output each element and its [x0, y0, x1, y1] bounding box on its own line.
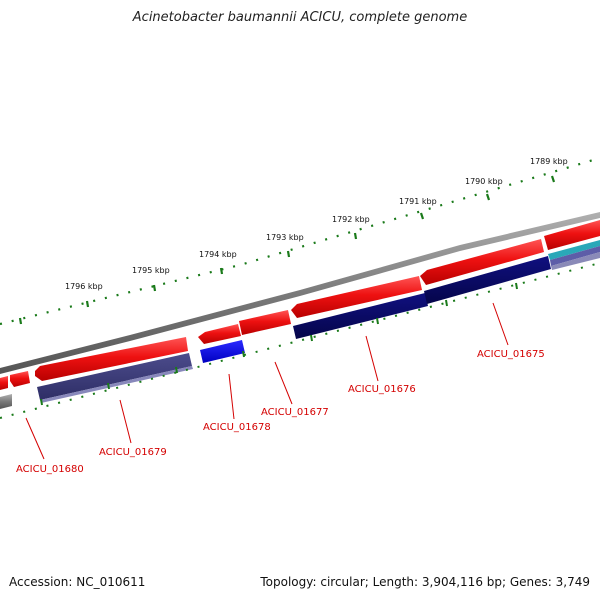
kbp-label: 1790 kbp [465, 177, 503, 186]
gene-arrow-reverse [424, 256, 551, 304]
gene-arrow-forward [198, 324, 241, 344]
leader-lines [25, 302, 509, 460]
kbp-label: 1792 kbp [332, 215, 370, 224]
gene-arrow-reverse [200, 340, 245, 363]
kbp-label: 1791 kbp [399, 197, 437, 206]
gene-label: ACICU_01679 [99, 447, 167, 458]
kbp-label: 1793 kbp [266, 233, 304, 242]
gene-arrow-forward [420, 239, 544, 285]
kbp-label: 1794 kbp [199, 250, 237, 259]
accession-text: Accession: NC_010611 [9, 575, 146, 589]
gene-arrow-forward [291, 276, 422, 318]
gene-arrow-reverse [0, 394, 12, 409]
gene-arrow-reverse [550, 246, 600, 266]
gene-arrow-forward [239, 310, 291, 335]
gene-arrow-forward [10, 371, 30, 387]
gene-arrow-reverse [551, 252, 600, 270]
gene-arrow-forward [35, 337, 188, 381]
reverse-strand-genes [0, 240, 600, 409]
major-ticks-outer [18, 175, 556, 325]
kbp-labels: 1789 kbp 1790 kbp 1791 kbp 1792 kbp 1793… [65, 157, 568, 291]
gene-label: ACICU_01680 [16, 464, 84, 475]
gene-label: ACICU_01677 [261, 407, 329, 418]
backbone-ring [0, 212, 600, 374]
gene-labels: ACICU_01675 ACICU_01676 ACICU_01677 ACIC… [16, 349, 545, 475]
gene-label: ACICU_01678 [203, 422, 271, 433]
gene-arrow-forward [0, 376, 8, 390]
gene-label: ACICU_01676 [348, 384, 416, 395]
gene-label: ACICU_01675 [477, 349, 545, 360]
gene-arrow-reverse [37, 353, 192, 400]
gene-arrow-reverse [293, 293, 428, 339]
gene-arrow-reverse [548, 240, 600, 260]
topology-text: Topology: circular; Length: 3,904,116 bp… [260, 575, 590, 589]
map-title: Acinetobacter baumannii ACICU, complete … [132, 10, 468, 25]
gene-arrow-forward [544, 220, 600, 250]
kbp-label: 1789 kbp [530, 157, 568, 166]
major-ticks-inner [40, 282, 518, 406]
gene-arrow-reverse [40, 366, 193, 403]
kbp-label: 1796 kbp [65, 282, 103, 291]
forward-strand-genes [0, 220, 600, 390]
kbp-label: 1795 kbp [132, 266, 170, 275]
